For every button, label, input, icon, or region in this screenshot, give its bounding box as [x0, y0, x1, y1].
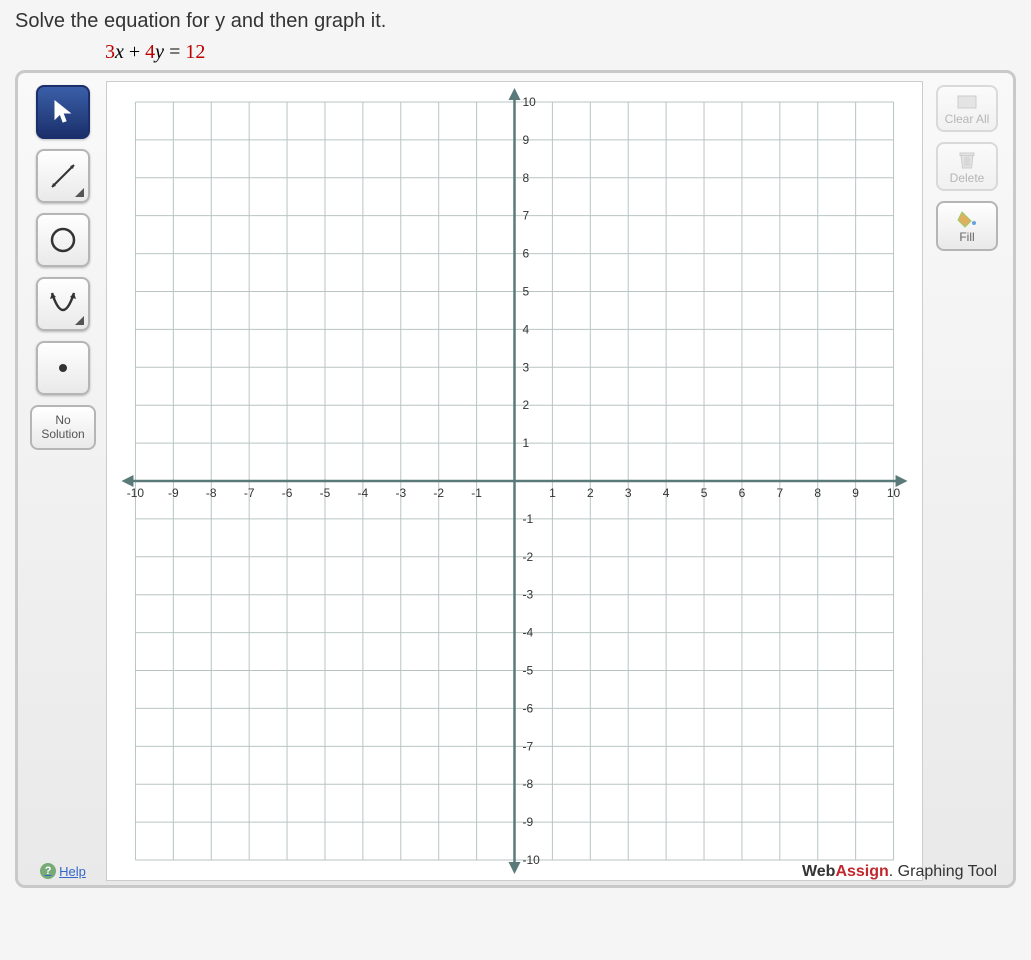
submenu-indicator-icon — [75, 316, 84, 325]
help-label: Help — [59, 864, 86, 879]
svg-text:10: 10 — [887, 486, 901, 500]
no-solution-button[interactable]: No Solution — [30, 405, 96, 450]
var-b: y — [155, 41, 164, 63]
svg-text:2: 2 — [587, 486, 594, 500]
parabola-tool-button[interactable] — [36, 277, 90, 331]
coordinate-grid: -10 -9 -8 -7 -6 -5 -4 -3 -2 -1 1 2 3 4 5 6 7 8 9 10 -10 -9 -8 -… — [107, 82, 922, 880]
graph-canvas[interactable]: -10 -9 -8 -7 -6 -5 -4 -3 -2 -1 1 2 3 4 5 6 7 8 9 10 -10 -9 -8 -… — [106, 81, 923, 881]
coef-b: 4 — [145, 41, 155, 63]
circle-tool-button[interactable] — [36, 213, 90, 267]
svg-text:4: 4 — [663, 486, 670, 500]
svg-text:5: 5 — [701, 486, 708, 500]
svg-text:1: 1 — [522, 436, 529, 450]
select-tool-button[interactable] — [36, 85, 90, 139]
svg-text:6: 6 — [522, 247, 529, 261]
fill-icon — [956, 209, 978, 229]
svg-text:-4: -4 — [358, 486, 369, 500]
svg-text:3: 3 — [625, 486, 632, 500]
svg-text:-10: -10 — [522, 853, 540, 867]
brand-web: Web — [802, 863, 835, 880]
svg-text:-6: -6 — [282, 486, 293, 500]
svg-text:6: 6 — [739, 486, 746, 500]
svg-text:-6: -6 — [522, 701, 533, 715]
svg-text:-1: -1 — [522, 512, 533, 526]
clear-all-button[interactable]: Clear All — [936, 85, 998, 132]
question-prompt: Solve the equation for y and then graph … — [15, 10, 1016, 33]
svg-text:-7: -7 — [244, 486, 255, 500]
branding: WebAssign. Graphing Tool — [802, 863, 997, 881]
svg-text:-2: -2 — [522, 550, 533, 564]
svg-text:5: 5 — [522, 284, 529, 298]
clear-all-icon — [956, 93, 978, 111]
circle-icon — [46, 223, 80, 257]
right-toolbar: Clear All Delete Fill — [931, 81, 1003, 881]
left-toolbar: No Solution ? Help — [28, 81, 98, 881]
fill-label: Fill — [959, 230, 974, 244]
coef-a: 3 — [105, 41, 115, 63]
svg-text:3: 3 — [522, 360, 529, 374]
brand-assign: Assign — [835, 863, 888, 880]
svg-text:4: 4 — [522, 322, 529, 336]
graphing-tool-frame: No Solution ? Help -10-9-8-7-6-5-4-3-2-1… — [15, 70, 1016, 888]
svg-text:8: 8 — [814, 486, 821, 500]
svg-text:-8: -8 — [522, 777, 533, 791]
help-icon: ? — [40, 863, 56, 879]
svg-text:7: 7 — [776, 486, 783, 500]
svg-text:-9: -9 — [168, 486, 179, 500]
svg-text:-7: -7 — [522, 739, 533, 753]
svg-text:-3: -3 — [395, 486, 406, 500]
delete-label: Delete — [950, 171, 985, 185]
operator: + — [124, 41, 145, 63]
fill-button[interactable]: Fill — [936, 201, 998, 250]
svg-text:7: 7 — [522, 209, 529, 223]
var-a: x — [115, 41, 124, 63]
svg-text:1: 1 — [549, 486, 556, 500]
svg-text:-1: -1 — [471, 486, 482, 500]
cursor-icon — [52, 99, 74, 125]
svg-text:-4: -4 — [522, 626, 533, 640]
point-icon — [46, 351, 80, 385]
equation: 3x + 4y = 12 — [105, 41, 1016, 64]
submenu-indicator-icon — [75, 188, 84, 197]
rhs: 12 — [185, 41, 205, 63]
svg-text:9: 9 — [852, 486, 859, 500]
point-tool-button[interactable] — [36, 341, 90, 395]
no-solution-label: No Solution — [41, 413, 84, 441]
svg-text:-3: -3 — [522, 588, 533, 602]
svg-text:-2: -2 — [433, 486, 444, 500]
svg-text:-10: -10 — [127, 486, 145, 500]
svg-text:8: 8 — [522, 171, 529, 185]
line-tool-button[interactable] — [36, 149, 90, 203]
svg-text:-5: -5 — [320, 486, 331, 500]
svg-text:9: 9 — [522, 133, 529, 147]
svg-text:-5: -5 — [522, 664, 533, 678]
svg-text:2: 2 — [522, 398, 529, 412]
svg-text:-9: -9 — [522, 815, 533, 829]
help-link[interactable]: ? Help — [40, 857, 86, 881]
brand-suffix: . Graphing Tool — [889, 863, 997, 880]
svg-text:-8: -8 — [206, 486, 217, 500]
equals: = — [164, 41, 185, 63]
delete-button[interactable]: Delete — [936, 142, 998, 191]
svg-text:10: 10 — [522, 95, 536, 109]
trash-icon — [957, 150, 977, 170]
clear-all-label: Clear All — [945, 112, 990, 126]
